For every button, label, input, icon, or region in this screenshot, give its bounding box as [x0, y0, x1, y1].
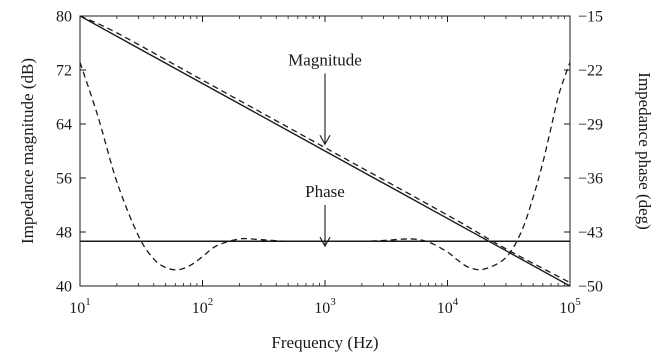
- y-axis-right-title: Impedance phase (deg): [635, 72, 654, 230]
- y-right-tick-label: −22: [578, 63, 603, 80]
- ticks-layer: 101 102 103 104 105 40 −50 48 −43 56 −36 64 −29 72 −22…: [56, 9, 603, 318]
- y-left-tick-label: 40: [56, 279, 72, 296]
- magnitude-arrow-head: [319, 134, 331, 146]
- y-left-tick-label: 56: [56, 171, 72, 188]
- x-tick-label: 101: [69, 296, 91, 317]
- phase-curve: [80, 62, 570, 271]
- x-tick-label: 105: [559, 296, 581, 317]
- annotation-layer: Magnitude Phase: [288, 50, 362, 248]
- y-right-tick-label: −36: [578, 171, 603, 188]
- y-left-tick-label: 72: [56, 63, 72, 80]
- x-tick-label: 104: [437, 296, 459, 317]
- phase-annotation-label: Phase: [305, 182, 345, 201]
- x-tick-label: 102: [192, 296, 214, 317]
- y-right-tick-label: −50: [578, 279, 603, 296]
- x-tick-label: 103: [314, 296, 336, 317]
- y-left-tick-label: 80: [56, 9, 72, 26]
- y-axis-left-title: Impedance magnitude (dB): [18, 58, 37, 244]
- phase-arrow-head: [319, 236, 331, 248]
- y-right-tick-label: −29: [578, 117, 603, 134]
- y-left-tick-label: 48: [56, 225, 72, 242]
- y-left-tick-label: 64: [56, 117, 72, 134]
- magnitude-annotation-label: Magnitude: [288, 50, 362, 69]
- y-right-tick-label: −15: [578, 9, 603, 26]
- y-right-tick-label: −43: [578, 225, 603, 242]
- magnitude-curve: [80, 16, 570, 284]
- x-axis-title: Frequency (Hz): [271, 333, 378, 352]
